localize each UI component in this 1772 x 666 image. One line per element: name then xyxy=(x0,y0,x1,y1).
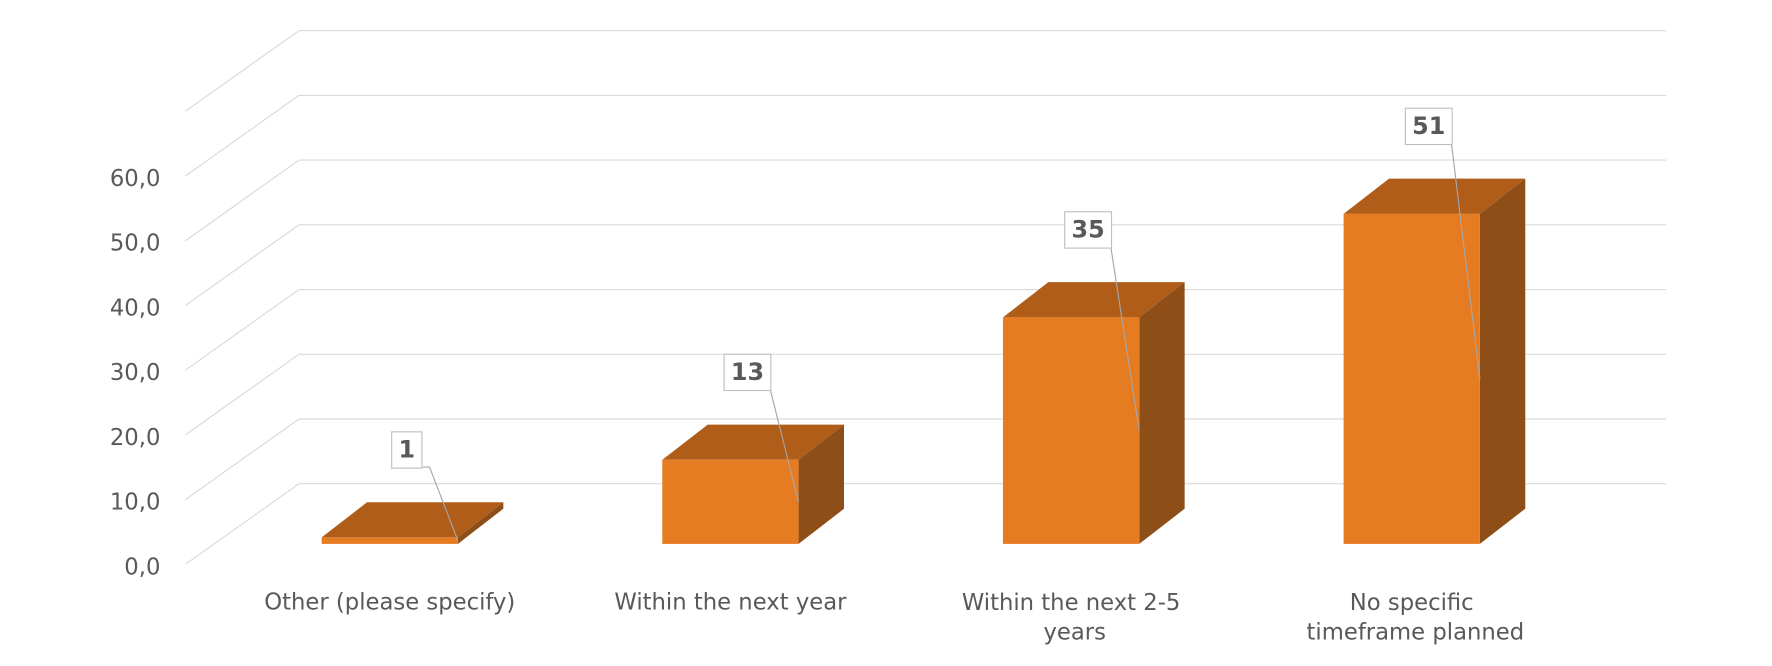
value-label-box xyxy=(723,353,772,392)
value-label-box xyxy=(391,431,423,469)
y-tick-label: 60,0 xyxy=(110,166,161,192)
bar-side xyxy=(1479,178,1526,544)
y-tick-label: 20,0 xyxy=(110,425,161,451)
x-tick-label: Within the next year xyxy=(614,589,847,615)
bar-side xyxy=(457,502,504,544)
grid-line-side xyxy=(185,483,300,565)
grid-line-side xyxy=(185,224,300,306)
bar xyxy=(662,424,844,544)
y-tick-label: 40,0 xyxy=(110,295,161,321)
leader-line xyxy=(769,389,800,502)
wall-edge xyxy=(185,30,300,112)
bar-front xyxy=(662,459,799,544)
y-tick-label: 10,0 xyxy=(110,490,161,516)
value-label: 13 xyxy=(731,358,764,386)
bar xyxy=(1002,282,1185,544)
x-tick-label: No specific timeframe planned xyxy=(1299,589,1524,645)
bar-side xyxy=(798,424,844,544)
bar-top xyxy=(321,502,504,538)
leader-line xyxy=(1450,143,1481,379)
bar-top xyxy=(1343,178,1526,214)
value-label: 35 xyxy=(1072,216,1105,244)
bar-top xyxy=(662,424,844,460)
bar-front xyxy=(1002,317,1140,544)
y-tick-label: 50,0 xyxy=(110,231,161,257)
leader-line xyxy=(1110,246,1140,431)
value-label-box xyxy=(1404,107,1453,146)
grid-line-side xyxy=(185,289,300,371)
grid-line-side xyxy=(185,353,300,436)
leader-line xyxy=(428,466,459,541)
grid-line-side xyxy=(185,418,300,501)
value-label-box xyxy=(1064,211,1113,249)
bar xyxy=(1343,178,1526,544)
y-tick-label: 30,0 xyxy=(110,360,161,386)
value-label: 1 xyxy=(399,436,416,464)
bar-front xyxy=(1343,213,1480,544)
bar-front xyxy=(321,537,458,544)
grid-line-side xyxy=(185,94,300,177)
x-tick-label: Other (please specify) xyxy=(264,589,515,615)
bar xyxy=(321,502,504,544)
grid-line-side xyxy=(185,159,300,242)
bar-top xyxy=(1002,282,1185,318)
y-tick-label: 0,0 xyxy=(124,554,160,580)
value-label: 51 xyxy=(1412,112,1445,140)
x-tick-label: Within the next 2-5 years xyxy=(962,589,1181,645)
bar-side xyxy=(1139,282,1185,544)
